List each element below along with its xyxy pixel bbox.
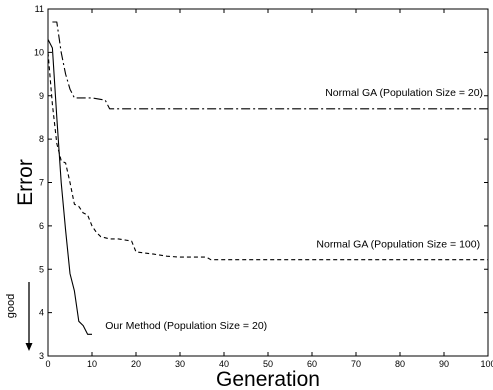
x-tick-label: 30 — [175, 359, 185, 369]
y-tick-label: 8 — [39, 134, 44, 144]
x-tick-label: 80 — [395, 359, 405, 369]
x-tick-label: 60 — [307, 359, 317, 369]
x-tick-label: 0 — [45, 359, 50, 369]
x-tick-label: 10 — [87, 359, 97, 369]
y-tick-label: 11 — [35, 4, 44, 14]
x-tick-label: 90 — [439, 359, 449, 369]
y-tick-label: 5 — [39, 264, 44, 274]
y-tick-label: 7 — [39, 178, 44, 188]
series-line-0 — [52, 21, 488, 110]
good-direction-arrow — [25, 282, 33, 351]
x-tick-label: 50 — [263, 359, 273, 369]
plot-frame — [47, 8, 489, 357]
x-tick-label: 100 — [480, 359, 493, 369]
annotation-normal-ga-100: Normal GA (Population Size = 100) — [316, 239, 480, 251]
y-tick-label: 9 — [39, 91, 44, 101]
y-tick-label: 10 — [34, 47, 44, 57]
y-tick-label: 3 — [39, 351, 44, 361]
axis-ticks — [47, 8, 489, 357]
x-axis-title: Generation — [216, 368, 320, 390]
y-tick-label: 4 — [39, 308, 44, 318]
x-tick-label: 20 — [131, 359, 141, 369]
x-tick-label: 70 — [351, 359, 361, 369]
tick-labels: 0 10 20 30 40 50 60 70 80 90 100 3 4 5 6 7 8 9 10 11 — [34, 4, 493, 369]
good-direction-label: good — [5, 294, 17, 318]
series-layer — [47, 21, 488, 335]
annotation-our-method: Our Method (Population Size = 20) — [105, 320, 267, 332]
good-arrow-head — [25, 343, 33, 351]
series-line-1 — [47, 52, 488, 261]
y-tick-label: 6 — [39, 221, 44, 231]
series-line-2 — [47, 39, 92, 335]
y-axis-title: Error — [14, 159, 37, 206]
annotation-normal-ga-20: Normal GA (Population Size = 20) — [325, 87, 483, 99]
x-tick-label: 40 — [219, 359, 229, 369]
